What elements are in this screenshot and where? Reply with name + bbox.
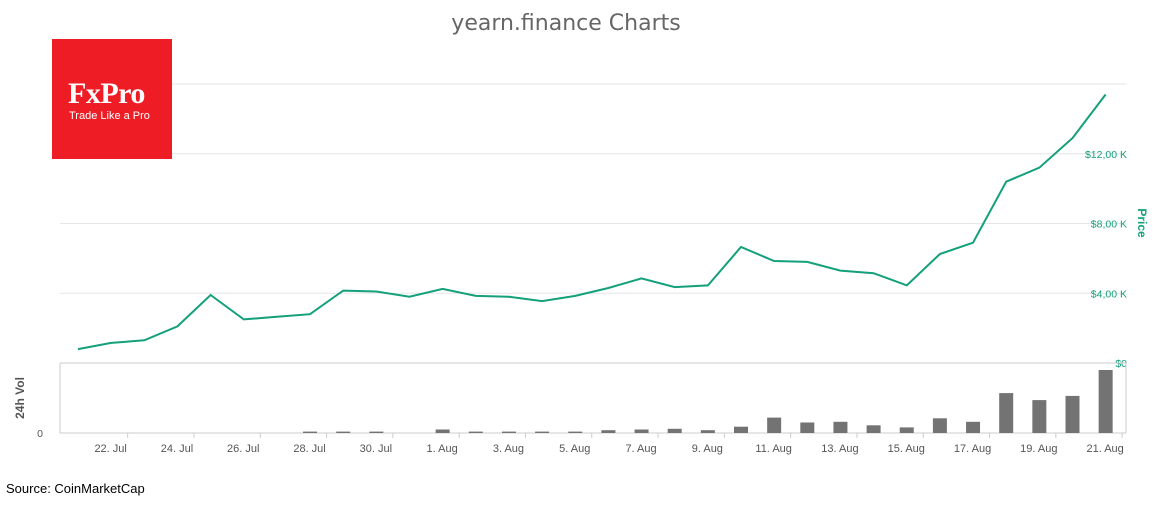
volume-bar bbox=[568, 431, 583, 433]
x-tick-label: 11. Aug bbox=[755, 443, 792, 455]
x-tick-label: 3. Aug bbox=[493, 443, 524, 455]
x-tick-label: 30. Jul bbox=[360, 443, 392, 455]
price-line bbox=[77, 93, 1107, 351]
x-tick-label: 1. Aug bbox=[427, 443, 458, 455]
volume-bar bbox=[800, 422, 815, 433]
x-tick-label: 21. Aug bbox=[1086, 443, 1123, 455]
x-tick-label: 24. Jul bbox=[161, 443, 193, 455]
volume-bar bbox=[966, 421, 981, 433]
chart-title: yearn.finance Charts bbox=[451, 11, 680, 36]
x-tick-label: 19. Aug bbox=[1020, 443, 1057, 455]
volume-bar bbox=[336, 431, 351, 433]
price-axis-label: Price bbox=[1135, 208, 1149, 238]
volume-bar bbox=[700, 430, 715, 433]
volume-bar bbox=[535, 431, 550, 433]
volume-bar bbox=[899, 427, 914, 433]
price-tick-label: $12,00 K bbox=[1085, 149, 1127, 161]
volume-tick-label: 0 bbox=[37, 428, 43, 440]
volume-bar bbox=[601, 430, 616, 433]
volume-bar bbox=[866, 425, 881, 433]
volume-panel bbox=[59, 362, 1127, 434]
volume-bar bbox=[303, 431, 318, 433]
logo-tagline: Trade Like a Pro bbox=[69, 110, 150, 122]
volume-axis-ticks: 0 bbox=[37, 428, 43, 440]
volume-bar bbox=[468, 431, 483, 433]
volume-bar bbox=[1098, 370, 1113, 433]
volume-bar bbox=[435, 429, 450, 433]
x-tick-label: 17. Aug bbox=[954, 443, 991, 455]
price-tick-label: $8,00 K bbox=[1091, 219, 1127, 231]
x-tick-label: 28. Jul bbox=[293, 443, 325, 455]
x-tick-label: 7. Aug bbox=[625, 443, 656, 455]
x-tick-label: 22. Jul bbox=[94, 443, 126, 455]
volume-bar bbox=[734, 426, 748, 433]
x-tick-label: 9. Aug bbox=[692, 443, 723, 455]
price-tick-label: $0 bbox=[1115, 358, 1127, 370]
x-tick-label: 26. Jul bbox=[227, 443, 259, 455]
fxpro-logo: FxPro Trade Like a Pro bbox=[52, 39, 172, 159]
x-axis-ticks: 22. Jul 24. Jul 26. Jul 28. Jul 30. Jul 1. Au… bbox=[94, 433, 1124, 455]
price-tick-label: $4,00 K bbox=[1091, 288, 1127, 300]
logo-name: FxPro bbox=[68, 77, 145, 110]
volume-bar bbox=[833, 421, 848, 433]
volume-bar bbox=[767, 417, 782, 433]
volume-bars bbox=[303, 370, 1113, 433]
volume-bar bbox=[932, 418, 947, 433]
source-note: Source: CoinMarketCap bbox=[6, 481, 145, 496]
volume-bar bbox=[369, 431, 384, 433]
volume-bar bbox=[667, 428, 682, 433]
volume-bar bbox=[1032, 400, 1047, 433]
volume-bar bbox=[1065, 395, 1080, 433]
x-tick-label: 13. Aug bbox=[821, 443, 858, 455]
volume-bar bbox=[634, 429, 649, 433]
price-gridlines bbox=[60, 83, 1126, 364]
price-axis-ticks: $0 $4,00 K $8,00 K $12,00 K bbox=[1085, 149, 1127, 370]
volume-axis-label: 24h Vol bbox=[13, 377, 27, 419]
x-tick-label: 5. Aug bbox=[559, 443, 590, 455]
volume-bar bbox=[999, 393, 1014, 433]
volume-bar bbox=[501, 431, 516, 433]
x-tick-label: 15. Aug bbox=[888, 443, 925, 455]
